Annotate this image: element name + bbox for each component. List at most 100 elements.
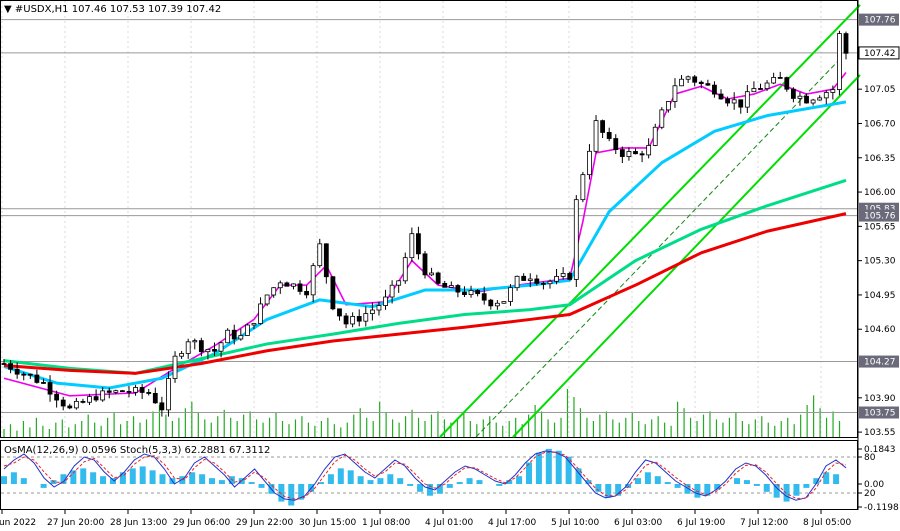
candle-body: [396, 280, 402, 286]
candle-body: [73, 400, 79, 409]
candle-body: [21, 373, 27, 376]
candle-body: [225, 329, 231, 344]
channel-upper-line: [439, 4, 861, 438]
candle-body: [126, 391, 132, 393]
candle-body: [106, 390, 112, 393]
candle-body: [238, 335, 244, 340]
price-tick-label: 107.05: [864, 85, 896, 95]
candle-body: [350, 316, 356, 325]
candle-body: [258, 303, 263, 324]
candle-body: [837, 33, 842, 90]
candle-body: [712, 84, 717, 95]
candle-body: [172, 355, 178, 379]
candle-body: [646, 145, 652, 156]
candle-body: [534, 278, 540, 284]
main-pane: ▼ #USDX,H1 107.46 107.53 107.39 107.42: [0, 0, 861, 509]
candle-body: [514, 275, 520, 289]
candle-body: [343, 315, 349, 325]
candle-body: [771, 77, 777, 84]
candle-body: [573, 199, 579, 280]
candle-body: [330, 276, 336, 310]
time-tick-label: 27 Jun 2022: [0, 518, 36, 528]
candle-body: [139, 387, 145, 393]
candle-body: [843, 33, 849, 54]
candle-body: [212, 348, 217, 352]
moving-average-line: [3, 212, 847, 375]
candle-body: [297, 283, 303, 292]
candle-body: [587, 150, 592, 176]
level-price-box: [859, 406, 899, 419]
candle-body: [47, 382, 53, 395]
candle-body: [665, 101, 671, 111]
candle-body: [744, 91, 750, 108]
candle-body: [521, 275, 527, 281]
time-axis: 27 Jun 2022 27 Jun 20:00 28 Jun 13:00 29 Ju…: [0, 510, 852, 528]
time-tick-label: 29 Jun 22:00: [236, 518, 293, 528]
stoch-main-line: [3, 450, 847, 501]
candle-body: [383, 296, 388, 306]
price-axis: 107.05 106.70 106.35 106.00 105.65 105.30 104.…: [857, 0, 900, 510]
candle-body: [376, 305, 382, 311]
candle-body: [777, 77, 783, 79]
time-tick-label: 28 Jun 13:00: [110, 518, 167, 528]
candle-body: [494, 302, 500, 307]
time-tick-label: 6 Jul 19:00: [677, 518, 726, 528]
price-tick-label: 105.30: [864, 257, 896, 267]
candle-body: [817, 97, 823, 101]
candle-body: [685, 76, 691, 80]
candle-body: [159, 402, 165, 411]
candle-body: [284, 282, 290, 287]
candle-body: [626, 151, 632, 157]
candle-body: [389, 284, 395, 298]
candle-body: [120, 390, 125, 393]
moving-average-line: [3, 100, 847, 390]
stochastic-lines: [3, 450, 847, 501]
candle-body: [205, 348, 211, 353]
candle-body: [409, 233, 415, 259]
candle-body: [317, 243, 323, 267]
candle-body: [133, 387, 138, 393]
candle-body: [468, 290, 474, 296]
candle-body: [244, 324, 250, 336]
candle-body: [508, 287, 513, 302]
candle-body: [251, 323, 257, 326]
candle-body: [567, 273, 573, 280]
candle-body: [501, 301, 507, 304]
candle-body: [731, 99, 737, 104]
oscillator-tick-label: 80: [864, 453, 876, 463]
price-tick-label: 106.70: [864, 119, 896, 129]
level-price-box: [859, 13, 899, 26]
candle-body: [600, 120, 606, 133]
candle-body: [422, 253, 428, 276]
candle-body: [146, 392, 152, 394]
current-price-label: 107.42: [864, 49, 896, 59]
candle-body: [527, 278, 533, 281]
candle-body: [34, 374, 40, 383]
candle-body: [541, 282, 546, 285]
candle-body: [429, 272, 434, 276]
candle-body: [830, 89, 836, 93]
channel-lower-line: [512, 74, 861, 438]
candle-body: [67, 405, 73, 409]
candle-body: [481, 293, 487, 301]
oscillator-tick-label: 0.00: [864, 480, 884, 490]
candle-body: [80, 400, 86, 403]
oscillator-tick-label: 0.1843: [864, 445, 896, 455]
candle-body: [580, 174, 586, 201]
candle-body: [758, 88, 763, 90]
candle-body: [14, 368, 20, 375]
level-price-box: [859, 209, 899, 222]
candle-body: [613, 138, 619, 150]
candle-body: [725, 98, 730, 104]
candle-body: [271, 287, 277, 296]
candle-body: [547, 280, 553, 285]
candle-body: [100, 390, 106, 401]
candle-body: [264, 294, 270, 305]
candle-body: [593, 120, 599, 152]
candle-body: [185, 341, 191, 354]
candle-body: [113, 390, 119, 393]
candle-body: [27, 373, 33, 376]
candle-body: [369, 309, 375, 314]
